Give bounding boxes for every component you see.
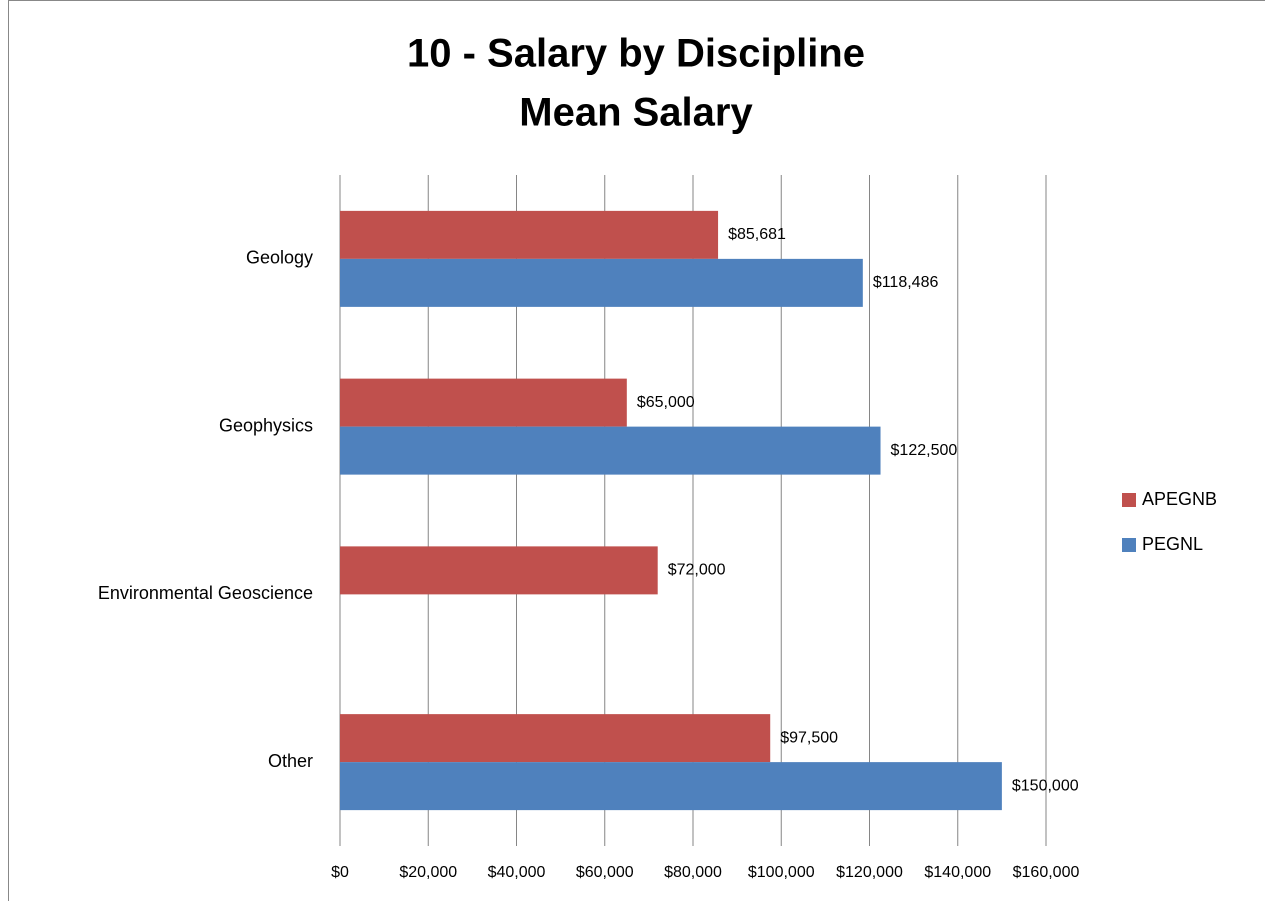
bar <box>340 378 627 427</box>
legend-label: PEGNL <box>1142 534 1203 554</box>
x-tick-label: $80,000 <box>664 864 722 881</box>
bar <box>340 426 881 475</box>
value-label: $150,000 <box>1012 777 1079 794</box>
x-tick-label: $100,000 <box>748 864 815 881</box>
y-tick-label: Environmental Geoscience <box>98 583 313 603</box>
bar <box>340 714 771 763</box>
chart-subtitle: Mean Salary <box>519 91 753 135</box>
legend-swatch <box>1122 538 1136 552</box>
x-tick-label: $120,000 <box>836 864 903 881</box>
x-tick-label: $0 <box>331 864 349 881</box>
value-label: $122,500 <box>891 442 958 459</box>
x-tick-label: $40,000 <box>488 864 546 881</box>
legend-label: APEGNB <box>1142 489 1217 509</box>
y-tick-label: Geophysics <box>219 415 313 435</box>
chart-border <box>8 0 1265 901</box>
y-tick-label: Other <box>268 751 313 771</box>
bar <box>340 762 1002 811</box>
bar <box>340 546 658 595</box>
value-label: $118,486 <box>873 274 939 291</box>
value-label: $65,000 <box>637 394 695 411</box>
y-tick-label: Geology <box>246 248 313 268</box>
value-label: $85,681 <box>728 226 786 243</box>
bar <box>340 210 719 259</box>
x-tick-label: $140,000 <box>924 864 991 881</box>
x-tick-label: $60,000 <box>576 864 634 881</box>
value-label: $72,000 <box>668 562 726 579</box>
legend-swatch <box>1122 493 1136 507</box>
x-tick-label: $160,000 <box>1013 864 1080 881</box>
chart-title: 10 - Salary by Discipline <box>407 32 865 76</box>
x-tick-label: $20,000 <box>399 864 457 881</box>
value-label: $97,500 <box>780 729 838 746</box>
bar <box>340 258 863 307</box>
